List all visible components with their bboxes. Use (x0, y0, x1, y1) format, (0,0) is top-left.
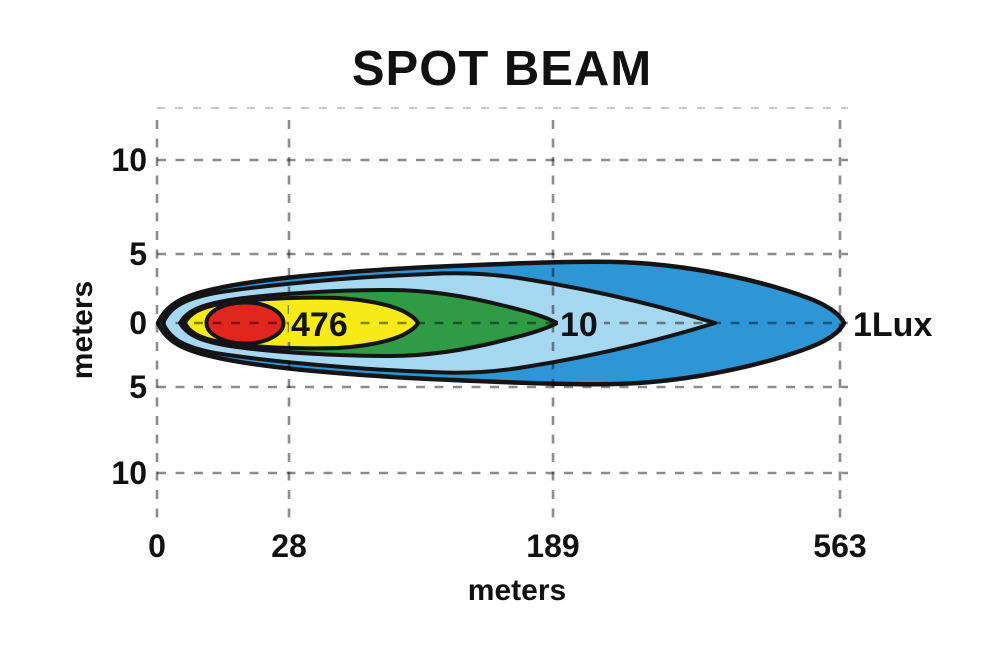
ytick-10-top: 10 (111, 142, 147, 178)
contour-labels: 476 10 1Lux (291, 306, 932, 344)
xtick-189: 189 (526, 528, 579, 564)
beam-contours (155, 259, 847, 387)
ytick-5-top: 5 (129, 236, 147, 272)
chart-title: SPOT BEAM (352, 42, 652, 96)
label-10-lux: 10 (560, 306, 598, 344)
x-axis-ticks: 0 28 189 563 (148, 528, 867, 564)
contour-476lux-hotspot (204, 300, 286, 346)
xtick-563: 563 (813, 528, 866, 564)
y-axis-ticks: 10 5 0 5 10 (111, 142, 147, 491)
xtick-0: 0 (148, 528, 166, 564)
backplate-1lux (851, 305, 951, 342)
gridlines (155, 107, 848, 524)
x-axis-title: meters (468, 574, 566, 607)
label-476-lux: 476 (291, 306, 348, 344)
ytick-5-bottom: 5 (129, 369, 147, 405)
label-backplates (289, 305, 951, 342)
ytick-10-bottom: 10 (111, 455, 147, 491)
xtick-28: 28 (271, 528, 307, 564)
backplate-10 (558, 305, 604, 342)
y-axis-title: meters (66, 281, 99, 379)
backplate-476 (289, 305, 352, 342)
label-1-lux: 1Lux (853, 306, 932, 344)
ytick-0: 0 (129, 305, 147, 341)
